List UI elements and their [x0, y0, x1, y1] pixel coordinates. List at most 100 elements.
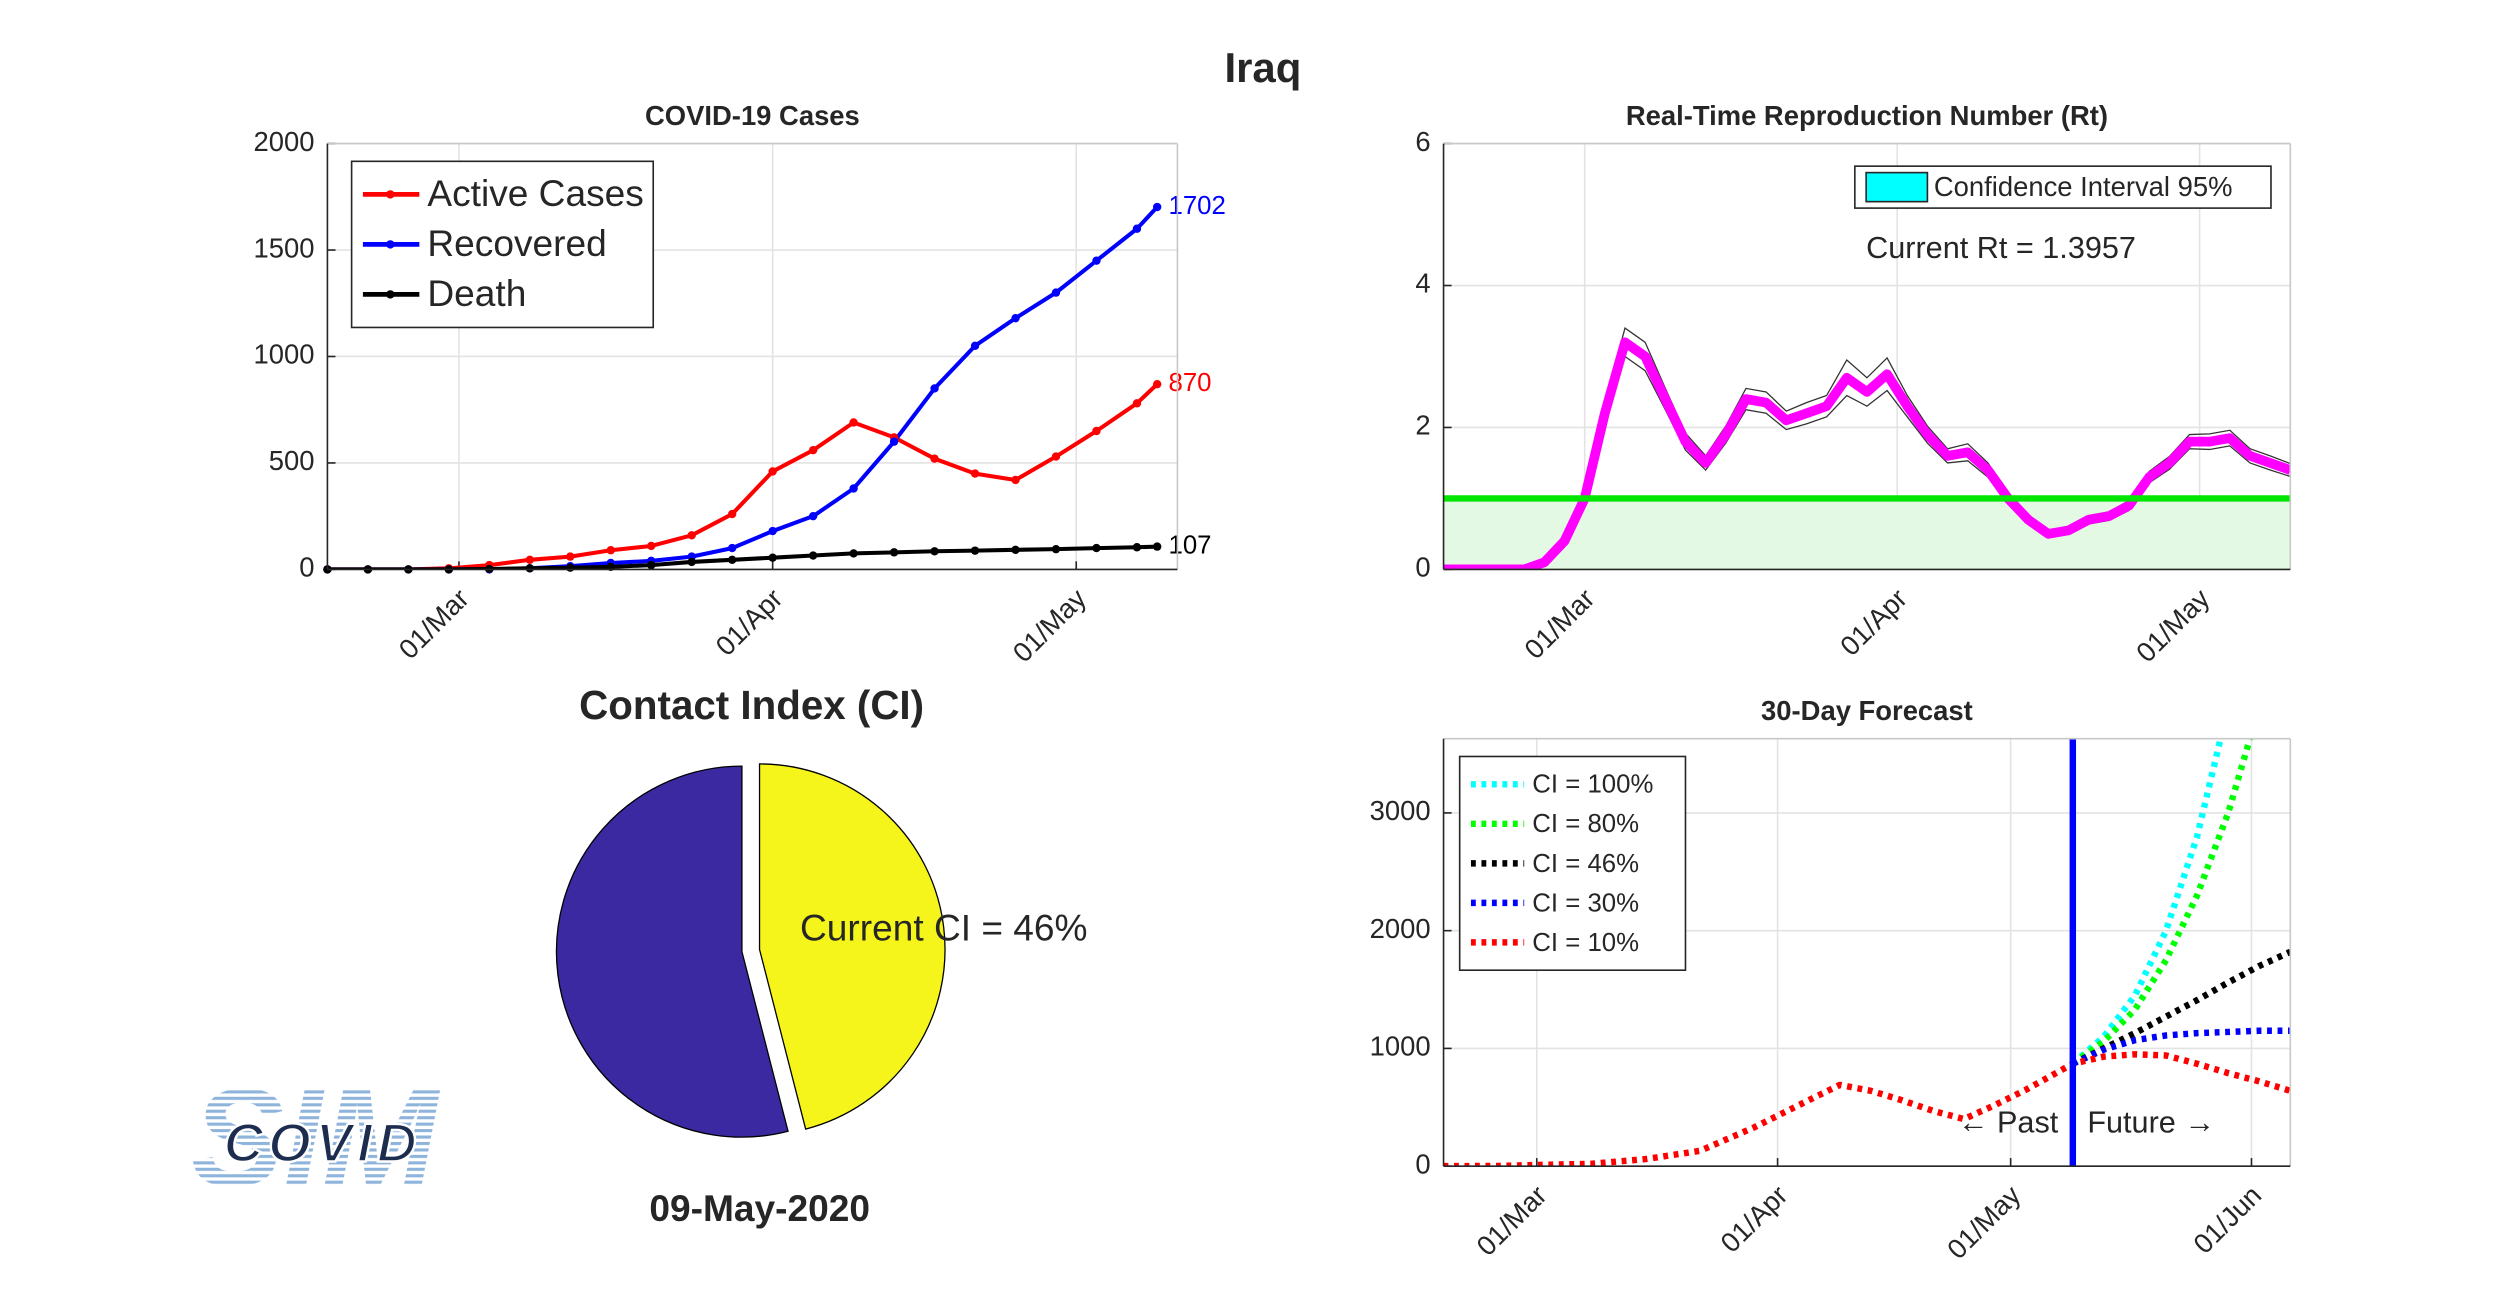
data-point [970, 341, 980, 351]
legend-label: Confidence Interval 95% [1934, 171, 2233, 202]
series-line [2070, 738, 2224, 1067]
past-label: ← Past [1958, 1105, 2059, 1139]
data-point [1011, 545, 1020, 554]
data-point [970, 546, 980, 555]
x-tick-label: 01/Jun [2187, 1179, 2267, 1259]
series-line [327, 205, 1159, 570]
data-point [768, 467, 777, 476]
logo-backdrop: SIM [191, 1060, 440, 1215]
y-tick-label: 1000 [254, 339, 315, 370]
x-tick-label: 01/May [1941, 1179, 2027, 1265]
data-point [687, 557, 696, 567]
series-line [2070, 738, 2254, 1067]
data-point [1132, 399, 1142, 408]
data-point [808, 551, 818, 560]
data-point [849, 418, 858, 427]
y-tick-label: 2000 [1370, 913, 1431, 944]
annotation: Current Rt = 1.3957 [1866, 231, 2136, 265]
plot-area [1443, 738, 2291, 1167]
data-point [647, 560, 656, 570]
pie-slice [758, 763, 946, 1130]
data-point [808, 511, 818, 521]
y-tick-label: 0 [1415, 552, 1430, 583]
legend: CI = 100% CI = 80% CI = 46% CI = 30% CI = 10… [1458, 755, 1687, 971]
data-point [525, 555, 534, 564]
x-tick-label: 01/May [2130, 582, 2216, 668]
annotation: Current CI = 46% [800, 906, 1087, 948]
data-point [970, 469, 980, 478]
logo-text: COVID [224, 1111, 422, 1173]
y-tick-label: 0 [299, 552, 314, 583]
legend-label: CI = 10% [1532, 929, 1639, 957]
data-point [1152, 379, 1162, 389]
data-point [525, 564, 534, 573]
chart-title: COVID-19 Cases [645, 100, 860, 131]
data-point [808, 445, 818, 455]
data-point [647, 541, 656, 551]
x-tick-label: 01/Apr [709, 583, 788, 662]
data-point [930, 547, 939, 556]
y-tick-label: 1500 [254, 232, 315, 263]
data-point [889, 548, 899, 557]
legend-label: CI = 100% [1532, 771, 1653, 799]
plot-area [1443, 327, 2291, 570]
legend: Confidence Interval 95% [1854, 165, 2272, 209]
legend-label: CI = 80% [1532, 810, 1639, 838]
legend: Active Cases Recovered Death [350, 160, 655, 329]
logo: SIM COVID [191, 1060, 440, 1215]
data-point [1132, 224, 1142, 233]
series-line [2071, 948, 2291, 1067]
threshold-area [1443, 498, 2291, 570]
data-point [1011, 475, 1020, 485]
legend-label: Active Cases [427, 172, 643, 214]
data-point [687, 531, 696, 540]
series-line [327, 382, 1159, 570]
y-tick-label: 4 [1415, 268, 1430, 299]
data-point [930, 384, 939, 393]
data-point [1132, 543, 1142, 552]
data-point [1092, 426, 1101, 436]
legend-swatch [1865, 171, 1929, 203]
series-line [1443, 1051, 2291, 1167]
caption: 09-May-2020 [649, 1187, 870, 1229]
data-point [1011, 313, 1020, 323]
legend-label: Death [427, 272, 526, 314]
chart-title: Contact Index (CI) [579, 682, 924, 728]
end-label: 870 [1168, 369, 1211, 397]
y-tick-label: 2000 [254, 126, 315, 157]
data-point [768, 526, 777, 536]
x-tick-label: 01/Mar [1518, 583, 1600, 665]
legend-label: CI = 30% [1532, 889, 1639, 917]
x-tick-label: 01/May [1007, 582, 1093, 668]
data-point [889, 437, 899, 446]
legend-label: CI = 46% [1532, 850, 1639, 878]
legend-marker [386, 190, 395, 199]
x-tick-label: 01/Mar [1470, 1179, 1552, 1261]
data-point [1152, 202, 1162, 212]
data-point [727, 543, 737, 553]
data-point [849, 484, 858, 493]
series-line [1443, 337, 2291, 570]
chart-title: 30-Day Forecast [1761, 695, 1973, 726]
future-label: Future → [2087, 1105, 2215, 1139]
legend-label: Recovered [427, 222, 606, 264]
data-point [1051, 452, 1061, 461]
end-label: 107 [1168, 531, 1211, 559]
pie-slice [555, 765, 789, 1138]
x-tick-label: 01/Apr [1834, 583, 1913, 662]
data-point [1092, 256, 1101, 265]
data-point [606, 546, 615, 555]
data-point [849, 549, 858, 558]
data-point [1092, 543, 1101, 553]
y-tick-label: 2 [1415, 410, 1430, 441]
legend-marker [386, 290, 395, 299]
y-tick-label: 3000 [1370, 795, 1431, 826]
data-point [768, 553, 777, 562]
y-tick-label: 0 [1415, 1148, 1430, 1179]
y-tick-label: 6 [1415, 126, 1430, 157]
data-point [1051, 544, 1061, 554]
y-tick-label: 500 [269, 445, 315, 476]
data-point [566, 552, 575, 561]
